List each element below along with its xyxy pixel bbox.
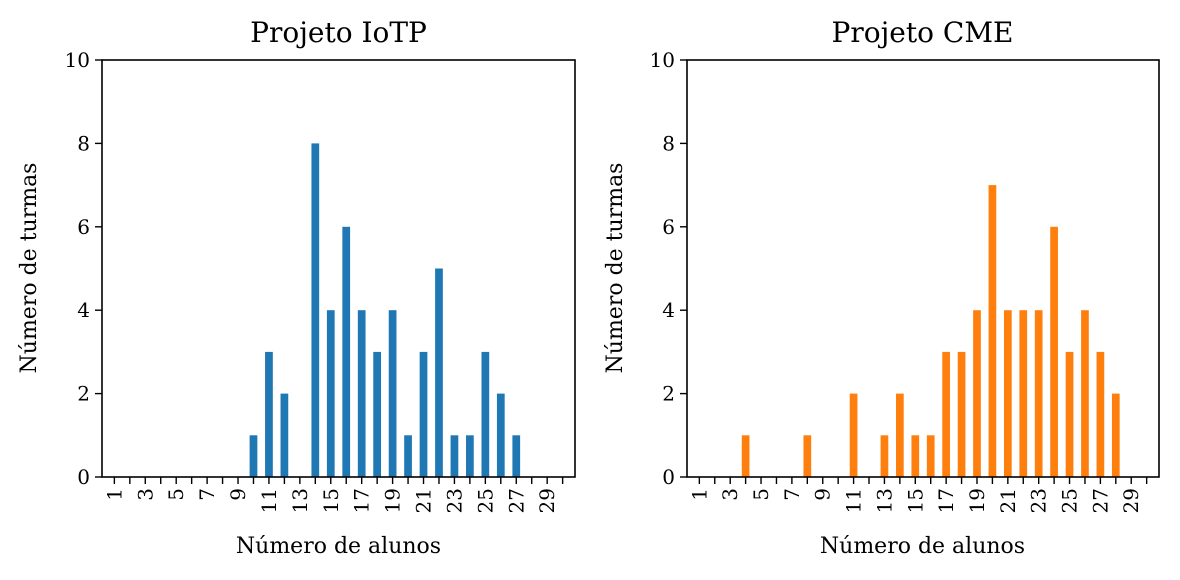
bar bbox=[419, 351, 428, 477]
x-tick-label: 7 bbox=[195, 488, 219, 501]
bar bbox=[481, 351, 490, 477]
bar bbox=[1019, 310, 1028, 477]
y-tick-label: 6 bbox=[77, 215, 90, 239]
y-tick-label: 6 bbox=[662, 215, 675, 239]
x-tick-label: 9 bbox=[811, 488, 835, 501]
bar bbox=[942, 351, 950, 477]
x-tick-label: 23 bbox=[442, 488, 466, 513]
bar bbox=[326, 310, 335, 477]
x-tick-label: 3 bbox=[718, 488, 742, 501]
y-tick-label: 4 bbox=[662, 298, 675, 322]
x-tick-label: 17 bbox=[350, 488, 374, 513]
y-tick-label: 10 bbox=[65, 48, 90, 72]
bar bbox=[435, 268, 443, 477]
bar bbox=[896, 393, 904, 477]
x-tick-label: 15 bbox=[319, 488, 343, 513]
x-tick-label: 13 bbox=[288, 488, 312, 513]
bar bbox=[280, 393, 289, 477]
bar bbox=[880, 435, 889, 477]
x-tick-label: 9 bbox=[226, 488, 250, 501]
bar bbox=[342, 226, 351, 477]
bar bbox=[1096, 351, 1105, 477]
bar bbox=[265, 351, 273, 477]
x-tick-label: 21 bbox=[996, 488, 1020, 513]
x-tick-label: 11 bbox=[842, 488, 866, 513]
bar bbox=[450, 435, 459, 477]
x-tick-label: 13 bbox=[872, 488, 896, 513]
bar bbox=[404, 435, 412, 477]
bar bbox=[1081, 310, 1089, 477]
x-tick-label: 29 bbox=[535, 488, 559, 513]
y-tick-label: 2 bbox=[662, 382, 675, 406]
y-tick-label: 0 bbox=[77, 465, 90, 489]
y-tick-label: 2 bbox=[77, 382, 90, 406]
x-tick-label: 29 bbox=[1119, 488, 1143, 513]
axes-frame bbox=[101, 59, 576, 478]
bar bbox=[249, 435, 258, 477]
bar bbox=[496, 393, 505, 477]
x-tick-label: 19 bbox=[381, 488, 405, 513]
y-tick-label: 10 bbox=[650, 48, 675, 72]
bar bbox=[1111, 393, 1120, 477]
x-tick-label: 23 bbox=[1027, 488, 1051, 513]
bar bbox=[988, 185, 997, 477]
x-tick-label: 1 bbox=[687, 488, 711, 501]
x-tick-label: 1 bbox=[102, 488, 126, 501]
x-tick-label: 3 bbox=[133, 488, 157, 501]
y-axis-label: Número de turmas bbox=[603, 163, 628, 374]
chart-title: Projeto IoTP bbox=[250, 16, 427, 49]
y-axis-label: Número de turmas bbox=[17, 163, 42, 374]
y-tick-label: 8 bbox=[662, 131, 675, 155]
y-tick-label: 4 bbox=[77, 298, 90, 322]
x-tick-label: 21 bbox=[412, 488, 436, 513]
x-tick-label: 5 bbox=[164, 488, 188, 501]
bar bbox=[1034, 310, 1043, 477]
x-axis-label: Número de alunos bbox=[820, 534, 1025, 559]
x-tick-label: 15 bbox=[903, 488, 927, 513]
x-tick-label: 27 bbox=[504, 488, 528, 513]
bar bbox=[849, 393, 858, 477]
bar bbox=[1050, 226, 1058, 477]
x-tick-label: 7 bbox=[780, 488, 804, 501]
x-tick-label: 17 bbox=[934, 488, 958, 513]
bar bbox=[311, 143, 320, 477]
bar bbox=[373, 351, 382, 477]
chart-panel-cme: Projeto CME Número de turmas Número de a… bbox=[603, 16, 1160, 559]
chart-panel-iotp: Projeto IoTP Número de turmas Número de … bbox=[17, 16, 576, 559]
bar bbox=[388, 310, 397, 477]
bar bbox=[512, 435, 521, 477]
bar bbox=[803, 435, 812, 477]
x-tick-label: 11 bbox=[257, 488, 281, 513]
bar bbox=[973, 310, 981, 477]
bar bbox=[957, 351, 966, 477]
bar bbox=[911, 435, 920, 477]
bar bbox=[926, 435, 935, 477]
bar bbox=[1065, 351, 1074, 477]
y-tick-label: 0 bbox=[662, 465, 675, 489]
x-axis-label: Número de alunos bbox=[236, 534, 441, 559]
x-tick-label: 19 bbox=[965, 488, 989, 513]
x-tick-label: 27 bbox=[1088, 488, 1112, 513]
bar bbox=[466, 435, 474, 477]
bar bbox=[741, 435, 750, 477]
x-tick-label: 25 bbox=[473, 488, 497, 513]
bar bbox=[357, 310, 366, 477]
y-tick-label: 8 bbox=[77, 131, 90, 155]
x-tick-label: 25 bbox=[1058, 488, 1082, 513]
axes-frame bbox=[686, 59, 1160, 478]
bar bbox=[1003, 310, 1012, 477]
x-tick-label: 5 bbox=[749, 488, 773, 501]
chart-title: Projeto CME bbox=[832, 16, 1014, 49]
